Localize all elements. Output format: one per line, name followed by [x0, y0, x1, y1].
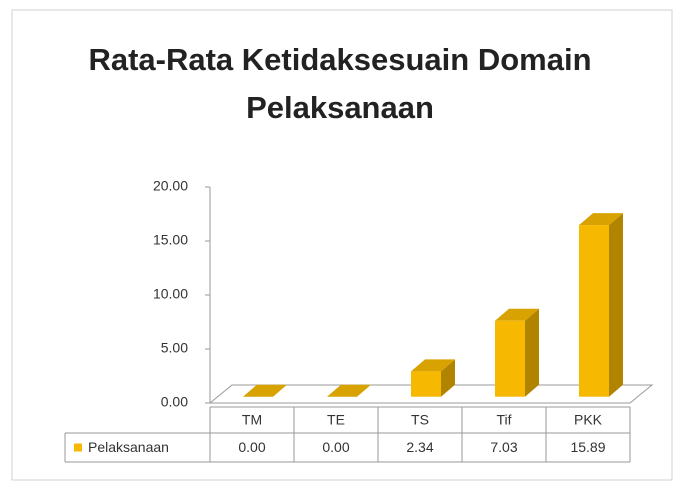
- bar-top: [327, 384, 371, 397]
- bar: [327, 384, 371, 397]
- bar-front: [495, 320, 525, 397]
- data-table-value: 0.00: [238, 439, 265, 455]
- bar-side: [441, 359, 455, 397]
- bar-top: [411, 359, 455, 372]
- x-tick-label: TS: [411, 412, 429, 428]
- data-table-value: 15.89: [570, 439, 605, 455]
- x-tick-label: Tif: [496, 412, 511, 428]
- y-tick-label: 5.00: [161, 340, 188, 356]
- bar-top: [579, 213, 623, 226]
- chart-border: [11, 9, 673, 481]
- bar-side: [525, 308, 539, 397]
- bar: [411, 359, 455, 397]
- x-tick-label: TE: [327, 412, 345, 428]
- legend-swatch: [74, 443, 82, 452]
- bar: [579, 213, 623, 397]
- data-table-value: 2.34: [406, 439, 433, 455]
- bar: [495, 308, 539, 397]
- y-tick-label: 0.00: [161, 394, 188, 410]
- data-table-value: 0.00: [322, 439, 349, 455]
- y-tick-label: 20.00: [153, 178, 188, 194]
- bar-top: [495, 308, 539, 321]
- chart-title: Rata-Rata Ketidaksesuain Domain Pelaksan…: [88, 42, 592, 125]
- legend-label: Pelaksanaan: [88, 439, 169, 455]
- y-tick-label: 10.00: [153, 286, 188, 302]
- data-table-value: 7.03: [490, 439, 517, 455]
- x-tick-label: PKK: [574, 412, 603, 428]
- x-tick-label: TM: [242, 412, 262, 428]
- bar: [243, 384, 287, 397]
- bar-front: [579, 225, 609, 397]
- bar-side: [609, 213, 623, 397]
- y-tick-label: 15.00: [153, 232, 188, 248]
- bar-front: [411, 371, 441, 397]
- bar-top: [243, 384, 287, 397]
